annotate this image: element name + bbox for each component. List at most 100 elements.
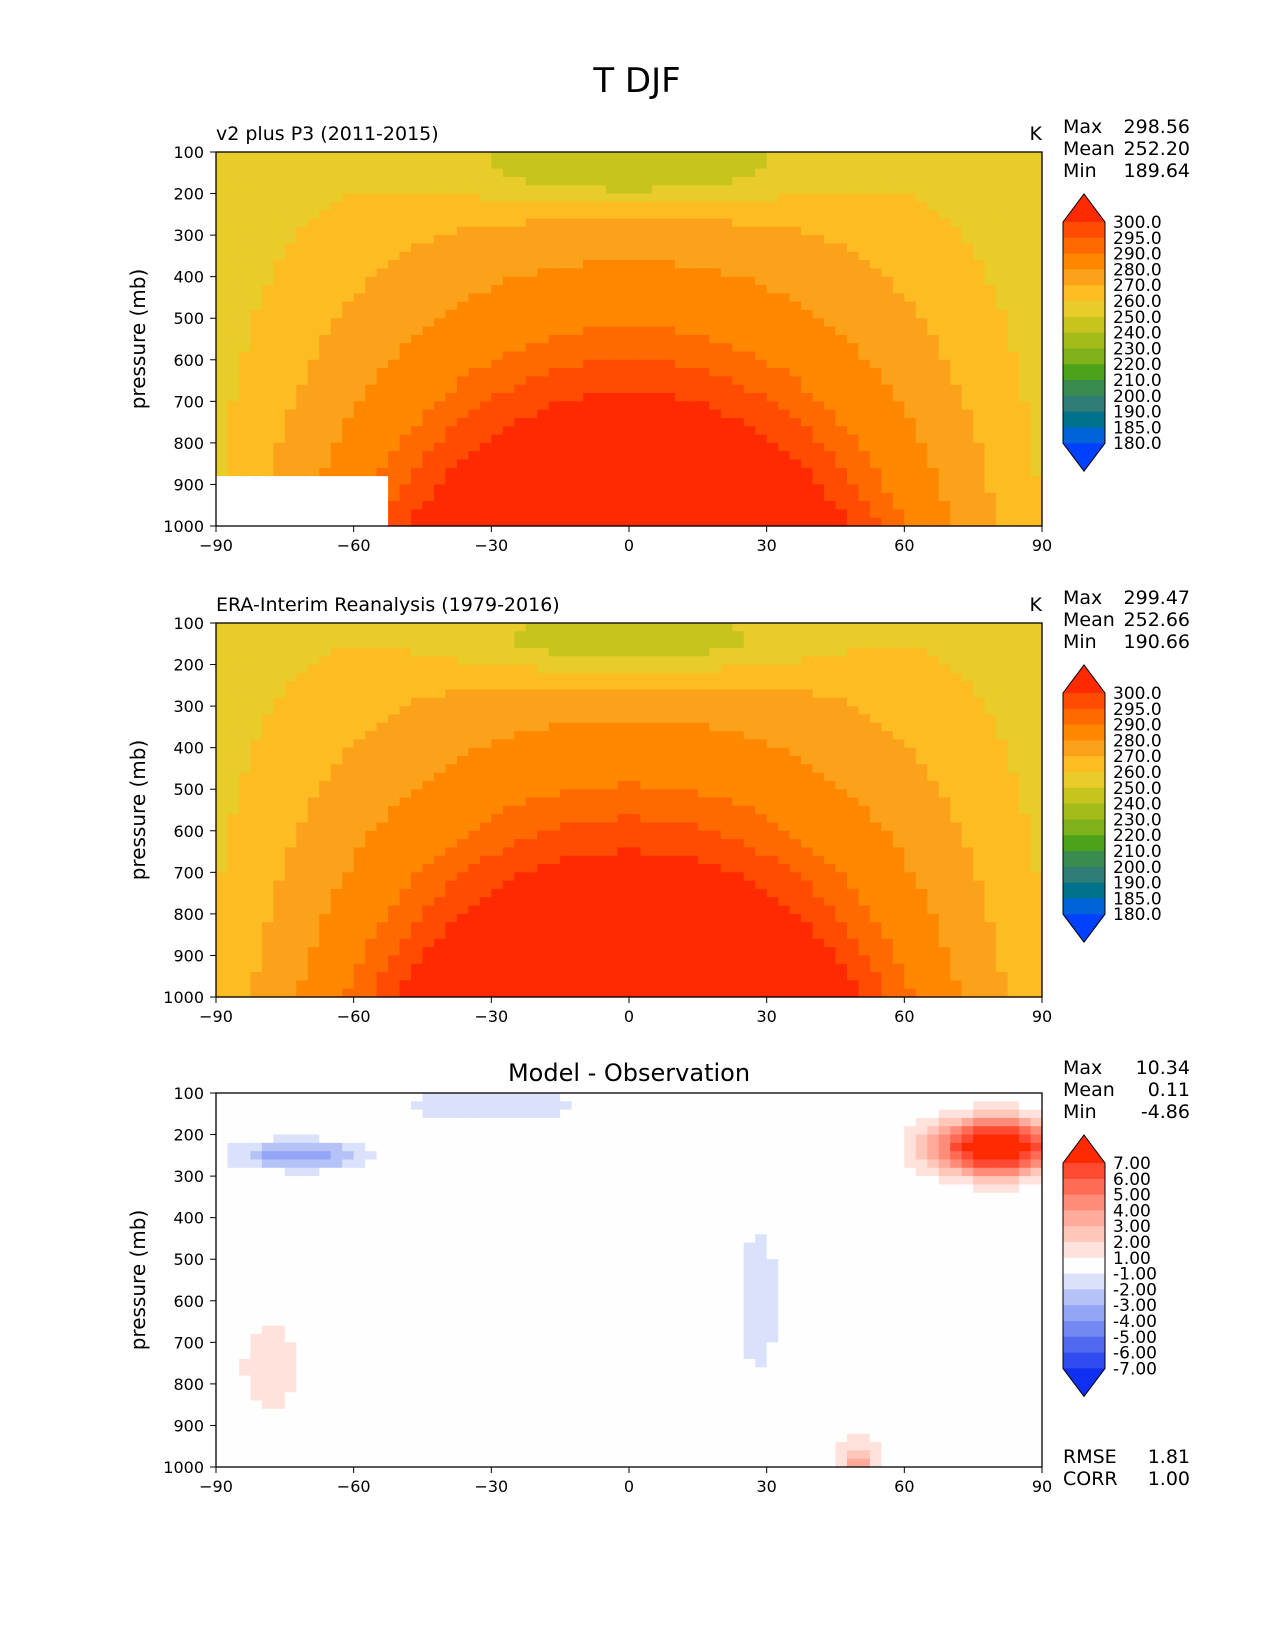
field-cell [502, 318, 515, 328]
field-cell [1007, 293, 1020, 303]
field-cell [674, 476, 687, 486]
field-cell [514, 293, 527, 303]
field-cell [869, 689, 882, 699]
field-cell [319, 417, 332, 427]
field-cell [629, 797, 642, 807]
field-cell [996, 789, 1009, 799]
field-cell [904, 284, 917, 294]
field-cell [778, 805, 791, 815]
field-cell [583, 697, 596, 707]
field-cell [319, 343, 332, 353]
field-cell [778, 376, 791, 386]
field-cell [778, 780, 791, 790]
field-cell [227, 714, 240, 724]
field-cell [388, 376, 401, 386]
field-cell [629, 681, 642, 691]
field-cell [892, 764, 905, 774]
field-cell [996, 384, 1009, 394]
field-cell [1019, 334, 1032, 344]
field-cell [927, 393, 940, 402]
field-cell [973, 747, 986, 757]
field-cell [904, 351, 917, 361]
field-cell [789, 492, 802, 502]
field-cell [904, 326, 917, 336]
field-cell [468, 681, 481, 691]
field-cell [571, 193, 584, 203]
field-cell [1007, 639, 1020, 649]
field-cell [353, 284, 366, 294]
field-cell [1007, 755, 1020, 765]
field-cell [571, 459, 584, 469]
field-cell [560, 243, 573, 253]
field-cell [250, 467, 263, 477]
field-cell [491, 764, 504, 774]
field-cell [514, 393, 527, 402]
field-cell [801, 509, 814, 519]
field-cell [686, 176, 699, 186]
field-cell [766, 664, 779, 674]
field-cell [1030, 243, 1043, 253]
field-cell [296, 805, 309, 815]
field-cell [984, 218, 997, 228]
field-cell [640, 755, 653, 765]
field-cell [261, 160, 274, 170]
field-cell [674, 260, 687, 269]
field-cell [778, 251, 791, 261]
field-cell [812, 706, 825, 716]
field-cell [433, 764, 447, 774]
field-cell [479, 664, 492, 674]
field-cell [525, 442, 538, 452]
field-cell [927, 805, 940, 815]
field-cell [273, 417, 286, 427]
field-cell [1019, 467, 1032, 477]
field-cell [261, 351, 274, 361]
field-cell [307, 492, 320, 502]
field-cell [915, 268, 928, 278]
field-cell [812, 218, 825, 228]
field-cell [801, 789, 814, 799]
field-cell [824, 160, 837, 170]
field-cell [571, 251, 584, 261]
field-cell [411, 193, 424, 203]
field-cell [1019, 152, 1032, 161]
field-cell [617, 318, 630, 328]
field-cell [651, 755, 665, 765]
field-cell [353, 251, 366, 261]
field-cell [984, 284, 997, 294]
field-cell [961, 368, 974, 377]
field-cell [319, 434, 332, 444]
field-cell [927, 517, 940, 527]
field-cell [892, 368, 905, 377]
field-cell [778, 764, 791, 774]
field-cell [996, 160, 1009, 170]
field-cell [651, 722, 665, 732]
field-cell [548, 376, 561, 386]
field-cell [445, 160, 458, 170]
field-cell [663, 226, 676, 236]
field-cell [319, 243, 332, 253]
field-cell [433, 451, 447, 461]
field-cell [674, 284, 687, 294]
field-cell [491, 368, 504, 377]
field-cell [583, 284, 596, 294]
field-cell [307, 805, 320, 815]
field-cell [663, 731, 676, 740]
field-cell [422, 467, 435, 477]
field-cell [1019, 672, 1032, 682]
field-cell [732, 326, 745, 336]
field-cell [858, 268, 871, 278]
field-cell [307, 218, 320, 228]
field-cell [571, 376, 584, 386]
field-cell [548, 301, 561, 311]
field-cell [296, 160, 309, 170]
field-cell [709, 789, 722, 799]
field-cell [869, 401, 882, 411]
field-cell [456, 664, 469, 674]
field-cell [433, 623, 447, 632]
field-cell [709, 376, 722, 386]
field-cell [319, 459, 332, 469]
field-cell [640, 631, 653, 641]
field-cell [445, 647, 458, 657]
field-cell [617, 284, 630, 294]
field-cell [238, 706, 252, 716]
